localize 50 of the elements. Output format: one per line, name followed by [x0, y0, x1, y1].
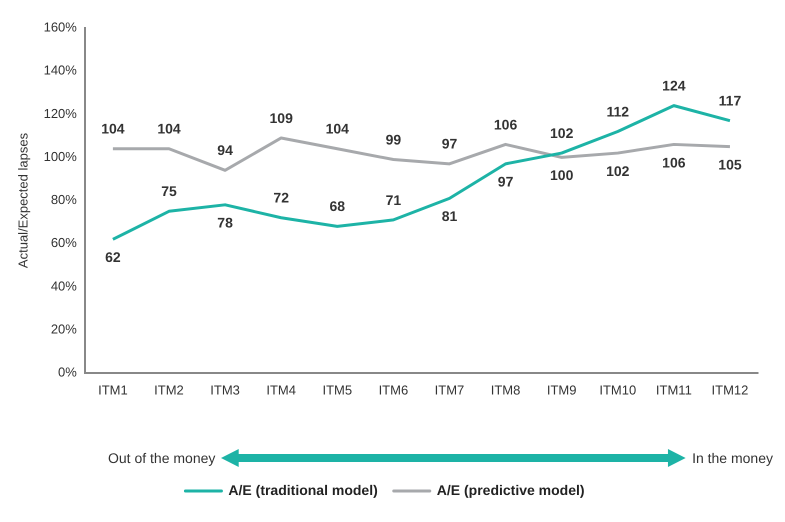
data-label: 94 [217, 142, 234, 158]
y-tick-label: 20% [50, 321, 78, 336]
y-tick-label: 160% [44, 20, 78, 35]
data-label: 100 [550, 167, 574, 184]
x-tick-label: ITM11 [656, 382, 692, 398]
x-tick-label: ITM7 [434, 382, 464, 398]
y-tick-label: 60% [50, 235, 78, 250]
x-tick-label: ITM6 [378, 382, 408, 398]
data-label: 99 [386, 131, 402, 148]
x-tick-label: ITM8 [490, 382, 520, 398]
y-tick-label: 40% [50, 278, 78, 294]
data-label: 97 [498, 174, 514, 190]
x-tick-label: ITM10 [599, 382, 636, 398]
y-tick-label: 140% [44, 62, 78, 78]
x-tick-label: ITM3 [210, 382, 240, 398]
text: Out of the money [108, 450, 216, 466]
data-label: 75 [161, 183, 177, 200]
data-label: 81 [442, 208, 458, 224]
x-tick-label: ITM9 [546, 382, 576, 398]
data-label: 124 [662, 77, 686, 94]
data-label: 62 [105, 249, 121, 266]
data-label: 106 [662, 154, 686, 170]
data-label: 109 [270, 110, 294, 126]
x-tick-label: ITM2 [154, 382, 184, 398]
legend-label: A/E (predictive model) [436, 482, 585, 498]
data-label: 117 [718, 92, 742, 109]
data-label: 105 [718, 156, 742, 172]
x-tick-label: ITM1 [98, 382, 128, 398]
data-label: 106 [494, 116, 518, 132]
data-label: 112 [606, 103, 630, 120]
y-axis-title: Actual/Expected lapses [15, 132, 30, 268]
data-label: 102 [606, 162, 630, 179]
data-label: 104 [326, 120, 350, 137]
y-tick-label: 120% [44, 106, 78, 121]
data-label: 68 [329, 198, 346, 214]
data-label: 71 [386, 192, 402, 208]
y-tick-label: 0% [58, 364, 78, 380]
data-label: 97 [442, 136, 458, 152]
data-label: 72 [273, 190, 290, 206]
data-label: 104 [157, 120, 181, 137]
x-tick-label: ITM4 [266, 382, 296, 398]
data-label: 78 [217, 214, 234, 231]
x-tick-label: ITM5 [322, 382, 352, 398]
y-tick-label: 100% [44, 148, 78, 164]
y-tick-label: 80% [50, 192, 78, 208]
data-label: 102 [550, 124, 574, 141]
legend-label: A/E (traditional model) [228, 482, 378, 498]
data-label: 104 [101, 120, 125, 137]
text: In the money [692, 450, 773, 466]
x-tick-label: ITM12 [712, 382, 748, 398]
